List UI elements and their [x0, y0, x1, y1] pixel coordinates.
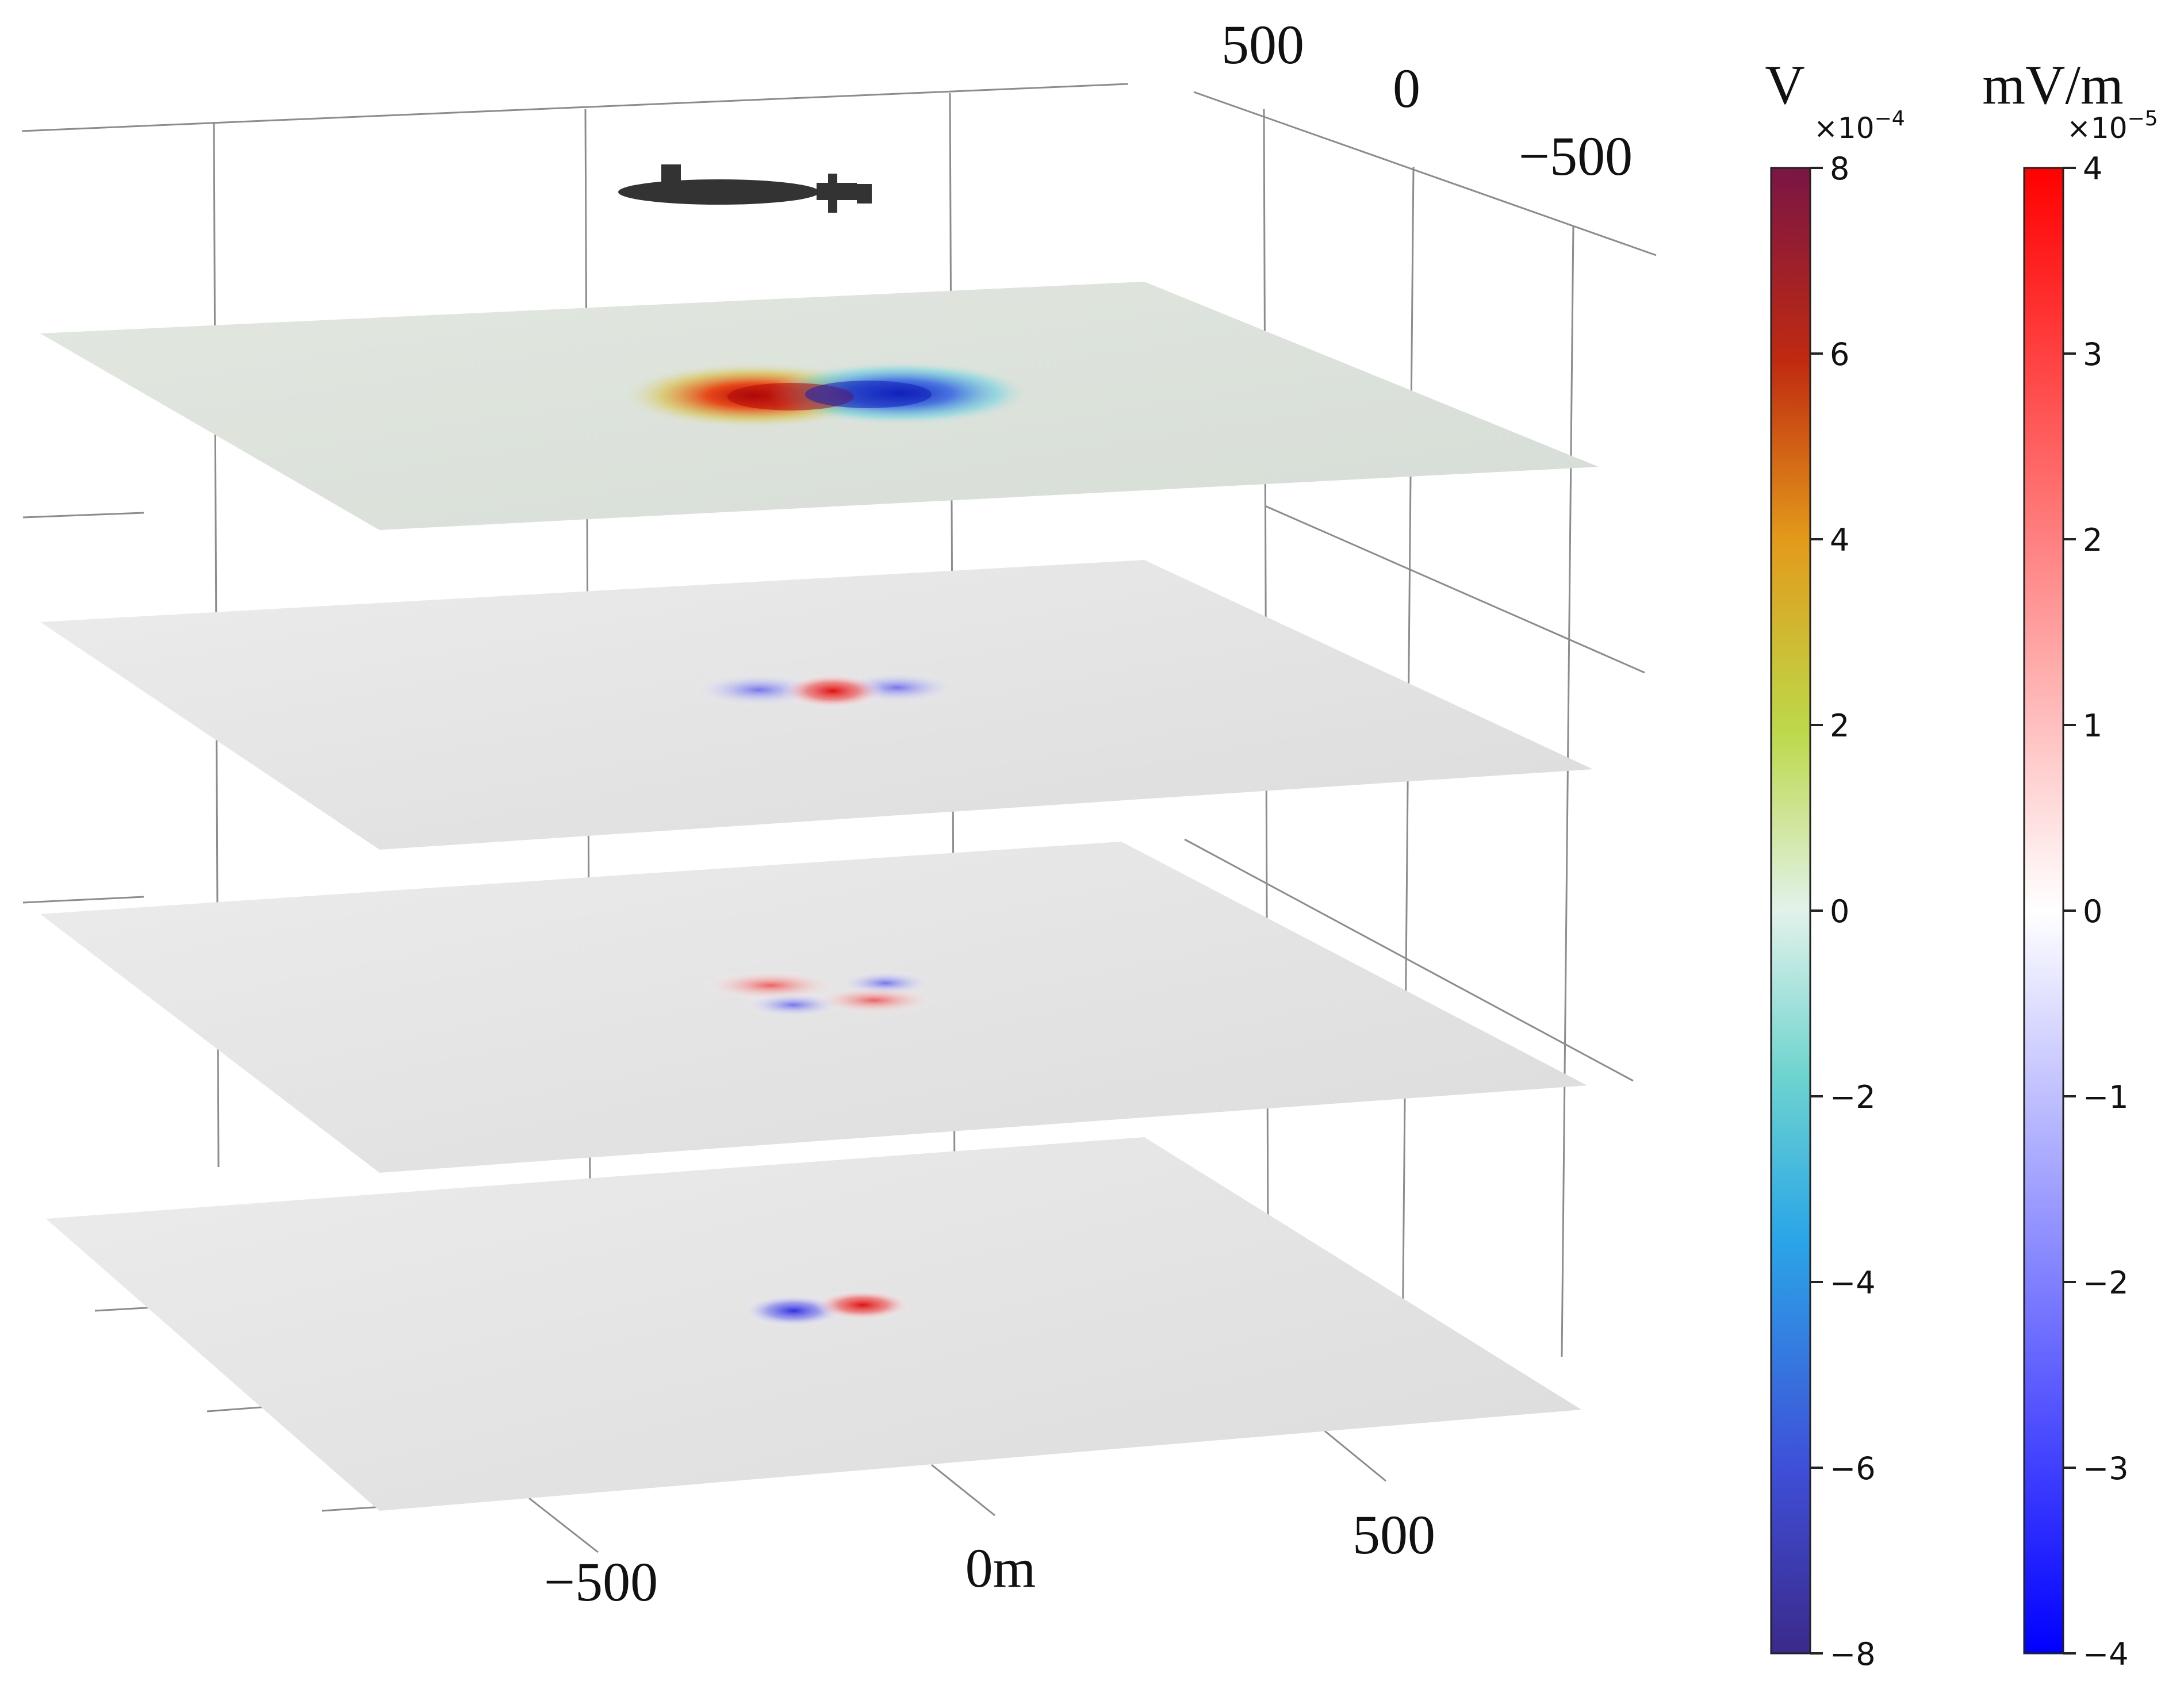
colorbar-tick-label: −3 [2083, 1450, 2129, 1487]
y-axis-labels: 500 0 −500 [1221, 14, 1633, 187]
colorbar-tick-label: −2 [2083, 1265, 2129, 1301]
colorbar-gradient [2023, 167, 2064, 1655]
plane-field-1 [40, 560, 1593, 850]
colorbar-tick-label: 3 [2083, 336, 2102, 373]
colorbar-field: mV/m ×10−5 4 3 2 1 0 −1 −2 −3 −4 [1982, 54, 2158, 1672]
colorbar-multiplier-base: ×10 [1814, 112, 1875, 145]
colorbar-tick-label: −4 [2083, 1636, 2129, 1672]
colorbar-multiplier: ×10−5 [2067, 107, 2158, 145]
colorbar-tick-label: −1 [2083, 1079, 2129, 1115]
plane-field-3 [46, 1137, 1581, 1511]
colorbar-multiplier-exp: −5 [2128, 107, 2158, 130]
y-tick-label: 0 [1393, 57, 1420, 119]
colorbar-tick-label: 4 [2083, 151, 2102, 187]
colorbar-tick-label: 6 [1830, 336, 1849, 373]
colorbar-tick-label: −2 [1830, 1079, 1876, 1115]
colorbar-tick-label: 8 [1830, 151, 1849, 187]
y-tick-label: −500 [1519, 125, 1633, 187]
x-tick-label: 500 [1352, 1504, 1435, 1565]
colorbar-gradient [1770, 167, 1811, 1655]
colorbar-tick-label: 1 [2083, 708, 2102, 744]
colorbar-tick-label: 2 [2083, 522, 2102, 558]
x-tick-label: 0m [965, 1537, 1036, 1599]
colorbar-unit: mV/m [1982, 54, 2123, 116]
colorbar-tick-label: 2 [1830, 708, 1849, 744]
colorbar-multiplier-base: ×10 [2067, 112, 2128, 145]
colorbar-tick-label: −6 [1830, 1450, 1876, 1487]
colorbar-tick-label: 0 [2083, 893, 2102, 930]
colorbar-multiplier: ×10−4 [1814, 107, 1905, 145]
x-tick-label: −500 [544, 1551, 658, 1613]
colorbar-ticks: 4 3 2 1 0 −1 −2 −3 −4 [2063, 151, 2129, 1672]
colorbar-multiplier-exp: −4 [1875, 107, 1905, 130]
y-tick-label: 500 [1221, 14, 1304, 75]
colorbar-ticks: 8 6 4 2 0 −2 −4 −6 −8 [1810, 151, 1876, 1672]
submarine-icon [618, 164, 872, 213]
colorbar-tick-label: −8 [1830, 1636, 1876, 1672]
plane-potential [40, 282, 1599, 530]
colorbar-tick-label: −4 [1830, 1265, 1876, 1301]
colorbar-tick-label: 4 [1830, 522, 1849, 558]
plane-field-2 [40, 842, 1587, 1173]
colorbar-unit: V [1765, 54, 1804, 116]
colorbar-tick-label: 0 [1830, 893, 1849, 930]
x-axis-labels: −500 0m 500 [544, 1504, 1435, 1613]
